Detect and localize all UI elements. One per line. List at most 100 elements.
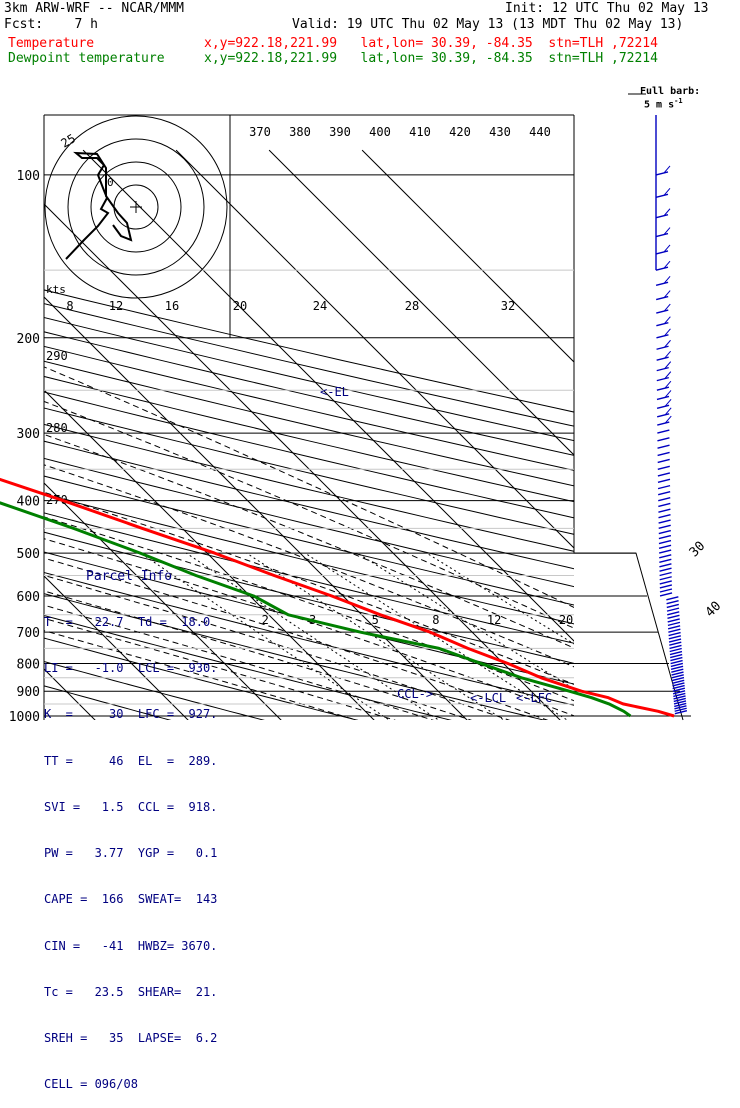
- wind-barb: [668, 638, 682, 643]
- wind-barb: [672, 684, 685, 690]
- wind-barb-flag: [663, 244, 671, 253]
- dry-adiabat: [44, 571, 574, 706]
- wind-barb: [657, 421, 670, 426]
- wind-barb: [659, 584, 673, 589]
- dry-adiabat: [44, 317, 574, 442]
- dry-adiabat: [44, 303, 574, 427]
- wind-barb: [656, 345, 669, 350]
- wind-barb: [656, 366, 669, 372]
- moist-adiabat: [44, 433, 574, 649]
- dry-adiabat: [44, 660, 265, 720]
- dry-adiabat: [44, 331, 574, 456]
- annotations: <-EL CCL-> <-LCL <-LFC: [320, 385, 552, 705]
- wind-barb: [659, 558, 672, 564]
- pressure-tick-label: 1000: [9, 710, 40, 725]
- wind-barb: [658, 502, 671, 508]
- dry-adiabat: [44, 475, 574, 606]
- wind-barb-flag: [663, 208, 671, 217]
- theta-e-label: 440: [529, 125, 551, 139]
- wind-barb: [671, 668, 684, 673]
- isotherm-line: [175, 149, 574, 549]
- wind-barb: [656, 334, 669, 339]
- wind-barb: [666, 607, 680, 612]
- wind-barb: [670, 665, 684, 671]
- isobars: [44, 174, 691, 717]
- parcel-row: CAPE = 166 SWEAT= 143: [44, 892, 218, 907]
- wind-barb: [667, 611, 680, 616]
- wind-barb: [655, 193, 669, 198]
- wind-barb-flag: [663, 276, 671, 284]
- mixing-ratio-line: [357, 552, 574, 690]
- wind-barb: [659, 563, 672, 568]
- dry-adiabat: [44, 360, 574, 487]
- temperature-legend: Temperature: [8, 36, 95, 51]
- barb-key-unit: 5 m s: [644, 99, 675, 111]
- pressure-tick-label: 500: [17, 547, 40, 562]
- pressure-tick-label: 900: [17, 685, 40, 700]
- wind-barb: [671, 674, 684, 679]
- wind-barb: [658, 519, 671, 524]
- parcel-info-panel: Parcel Info T = 22.7 Td = 18.0 LI = -1.0…: [44, 538, 238, 1108]
- isotherm-line: [44, 482, 282, 720]
- wind-barb: [673, 692, 686, 698]
- wind-barb: [658, 549, 672, 554]
- wind-barb: [658, 508, 671, 513]
- dry-adiabat: [44, 551, 574, 685]
- wind-barb: [658, 496, 671, 502]
- wind-barb: [657, 429, 670, 434]
- dry-adiabat: [44, 457, 574, 588]
- wind-barb: [674, 702, 687, 708]
- wind-barb: [673, 700, 687, 705]
- mixing-ratio-line: [186, 552, 440, 720]
- wind-barb: [658, 524, 671, 530]
- wind-barb: [674, 707, 687, 712]
- isotherm-line: [0, 150, 10, 727]
- wind-barb: [656, 356, 669, 361]
- hodograph-speed-label: 24: [313, 299, 327, 313]
- wind-barb: [669, 641, 682, 646]
- isotherm-line: [44, 296, 468, 720]
- wind-barb: [666, 603, 679, 609]
- wind-barb: [657, 413, 670, 418]
- dewpoint-legend: Dewpoint temperature: [8, 51, 165, 66]
- wind-barb: [672, 682, 685, 687]
- wind-barb-flag: [664, 328, 671, 337]
- wind-barb: [667, 625, 681, 630]
- wind-barb: [656, 295, 669, 301]
- hodograph-ring: [90, 161, 182, 253]
- pressure-tick-label: 300: [17, 427, 40, 442]
- wind-barb: [655, 171, 669, 176]
- hodograph-unit-label: kts: [46, 283, 66, 296]
- wind-barb: [671, 671, 684, 676]
- isotherm-line: [361, 149, 574, 363]
- wind-barb: [672, 690, 686, 695]
- wind-barb: [658, 534, 672, 540]
- wind-barb-flag: [663, 227, 671, 235]
- dry-adiabat: [44, 289, 574, 413]
- wind-barb: [659, 592, 673, 597]
- hodograph-speed-label: 12: [109, 299, 123, 313]
- wind-barb-flag: [664, 361, 672, 369]
- dry-adiabat-label: 290: [46, 349, 68, 363]
- wind-barb: [656, 309, 669, 314]
- temperature-line: [0, 477, 675, 718]
- wind-barb-flag: [663, 303, 671, 312]
- wind-barb-flag: [663, 187, 671, 196]
- sounding-series: [0, 477, 675, 718]
- wind-barb-flag: [663, 165, 671, 174]
- wind-barb: [658, 513, 671, 519]
- dry-adiabat: [44, 345, 574, 471]
- wind-barb-flag: [663, 260, 671, 269]
- parcel-row: TT = 46 EL = 289.: [44, 753, 218, 768]
- parcel-row: PW = 3.77 YGP = 0.1: [44, 846, 218, 861]
- wind-barb: [673, 697, 686, 703]
- wind-barb: [658, 539, 672, 545]
- wind-barb: [670, 659, 683, 665]
- wind-barb: [657, 451, 670, 457]
- parcel-info-title: Parcel Info: [86, 568, 173, 584]
- isotherms: [0, 149, 574, 727]
- wind-barb: [657, 437, 670, 442]
- isotherm-line: [44, 575, 189, 720]
- wind-barb: [657, 444, 670, 449]
- theta-e-label: 400: [369, 125, 391, 139]
